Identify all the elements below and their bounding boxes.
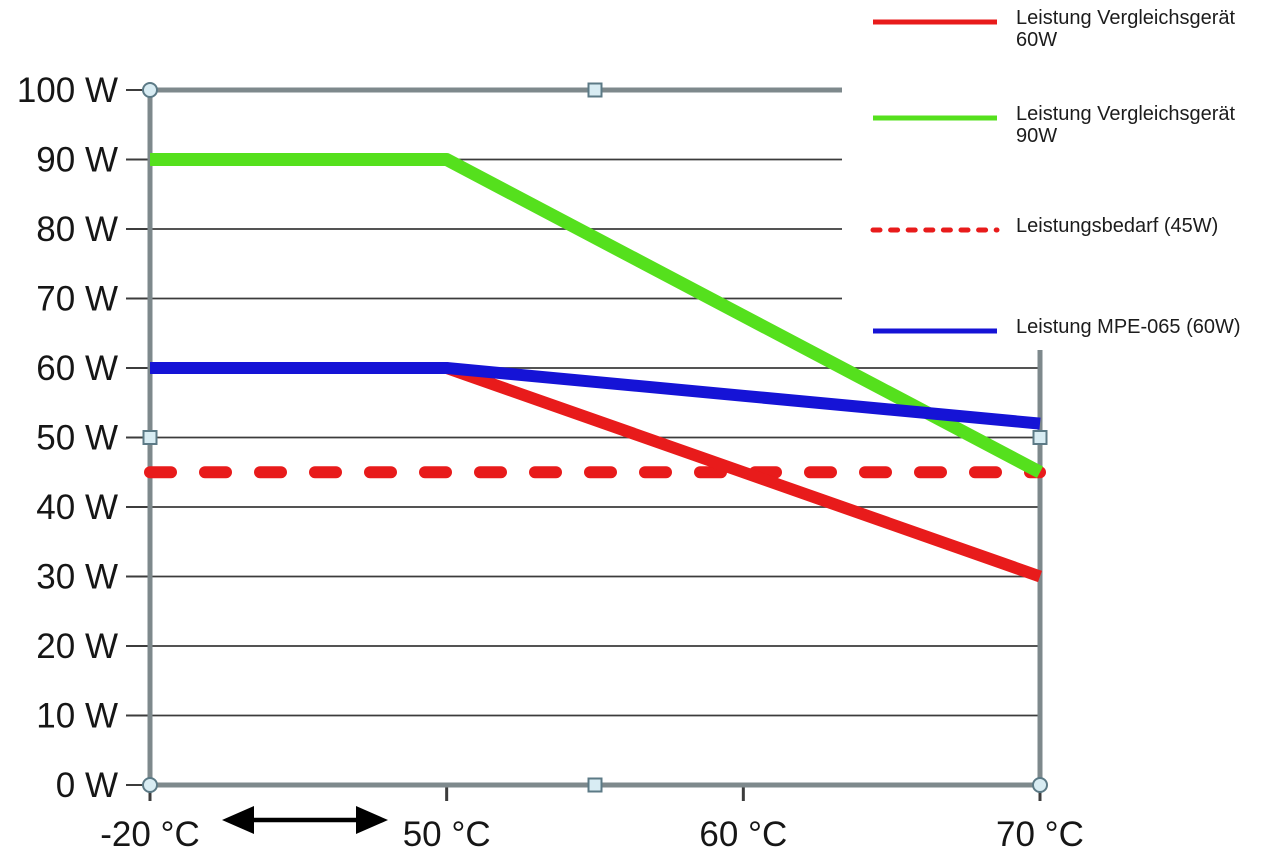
y-tick-label: 10 W bbox=[36, 697, 118, 736]
selection-handle-top-left[interactable] bbox=[142, 82, 158, 98]
y-tick-label: 70 W bbox=[36, 280, 118, 319]
legend-swatch-dashed-line-icon bbox=[870, 227, 1000, 233]
legend-item-label: Leistung Vergleichsgerät 90W bbox=[1016, 103, 1236, 147]
y-tick-label: 40 W bbox=[36, 488, 118, 527]
series-line-3[interactable] bbox=[150, 362, 1041, 430]
legend-item: Leistung MPE-065 (60W) bbox=[870, 316, 1272, 344]
arrow-left-head-icon bbox=[222, 806, 254, 834]
arrow-right-head-icon bbox=[356, 806, 388, 834]
selection-handle-left-middle[interactable] bbox=[142, 430, 158, 445]
selection-handle-bottom-left[interactable] bbox=[142, 777, 158, 793]
x-tick-label: 70 °C bbox=[996, 815, 1084, 854]
y-tick-label: 20 W bbox=[36, 627, 118, 666]
legend-swatch-line-icon bbox=[873, 328, 997, 334]
y-tick-label: 0 W bbox=[56, 766, 118, 805]
y-tick-label: 100 W bbox=[17, 71, 118, 110]
legend-swatch-line-icon bbox=[873, 19, 997, 25]
legend-item-label: Leistungsbedarf (45W) bbox=[1016, 215, 1219, 237]
selection-handle-bottom-middle[interactable] bbox=[587, 777, 603, 793]
y-tick-label: 50 W bbox=[36, 419, 118, 458]
legend-item: Leistungsbedarf (45W) bbox=[870, 215, 1272, 243]
legend-item: Leistung Vergleichsgerät 90W bbox=[870, 103, 1272, 147]
y-tick-label: 60 W bbox=[36, 349, 118, 388]
series-line-1[interactable] bbox=[150, 153, 1044, 479]
selection-handle-right-middle[interactable] bbox=[1032, 430, 1048, 445]
x-range-double-arrow-icon bbox=[222, 806, 388, 834]
y-tick-label: 90 W bbox=[36, 141, 118, 180]
legend-swatch-line-icon bbox=[873, 115, 997, 121]
chart-legend[interactable]: Leistung Vergleichsgerät 60W Leistung Ver… bbox=[842, 0, 1280, 350]
legend-item-label: Leistung MPE-065 (60W) bbox=[1016, 316, 1241, 338]
y-tick-label: 30 W bbox=[36, 558, 118, 597]
selection-handle-bottom-right[interactable] bbox=[1032, 777, 1048, 793]
x-tick-label: 60 °C bbox=[699, 815, 787, 854]
y-tick-label: 80 W bbox=[36, 210, 118, 249]
x-tick-label: -20 °C bbox=[100, 815, 200, 854]
legend-item-label: Leistung Vergleichsgerät 60W bbox=[1016, 7, 1236, 51]
selection-handle-top-middle[interactable] bbox=[587, 82, 603, 98]
x-tick-label: 50 °C bbox=[403, 815, 491, 854]
legend-item: Leistung Vergleichsgerät 60W bbox=[870, 7, 1272, 51]
